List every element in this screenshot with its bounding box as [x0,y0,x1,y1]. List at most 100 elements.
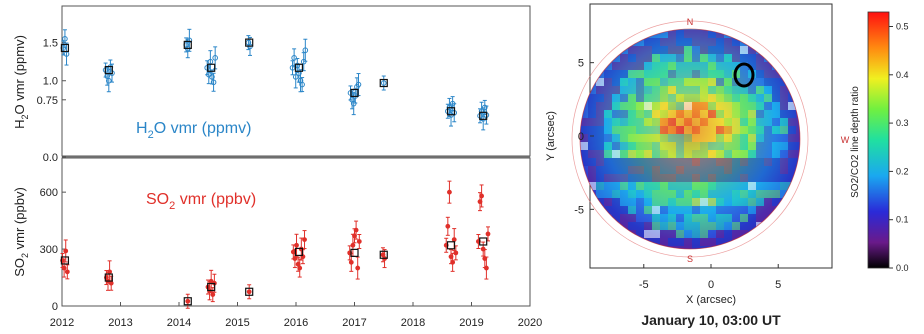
map-pixel [692,110,700,118]
map-pixel [612,94,620,102]
map-pixel [668,238,676,246]
map-pixel [628,222,636,230]
map-pixel [700,30,708,38]
map-pixel [764,150,772,158]
map-pixel [692,142,700,150]
map-pixel [748,110,756,118]
map-pixel [764,78,772,86]
map-pixel [596,102,604,110]
map-pixel [740,46,748,54]
map-y-tick-label: 0 [578,131,584,143]
map-pixel [588,174,596,182]
map-pixel [724,214,732,222]
map-pixel [716,198,724,206]
data-point [353,227,359,233]
data-point [482,104,488,111]
map-pixel [652,134,660,142]
map-pixel [748,190,756,198]
map-pixel [764,206,772,214]
map-pixel [708,230,716,238]
data-point [107,269,112,275]
map-pixel [676,214,684,222]
map-pixel [756,62,764,70]
map-pixel [740,142,748,150]
map-pixel [676,190,684,198]
map-pixel [612,206,620,214]
map-pixel [788,174,796,182]
map-pixel [748,182,756,190]
map-pixel [612,110,620,118]
data-point [350,242,356,248]
data-point [246,289,252,295]
map-pixel [780,198,788,206]
map-pixel [756,78,764,86]
map-pixel [732,54,740,62]
data-point [380,80,387,86]
map-pixel [684,38,692,46]
map-pixel [604,70,612,78]
map-pixel [684,150,692,158]
map-pixel [732,118,740,126]
map-pixel [764,134,772,142]
map-pixel [644,182,652,190]
map-pixel [676,222,684,230]
map-pixel [692,238,700,246]
map-pixel [636,102,644,110]
map-pixel [596,118,604,126]
map-pixel [788,166,796,174]
map-pixel [708,214,716,222]
map-pixel [692,102,700,110]
map-pixel [628,214,636,222]
map-pixel [692,134,700,142]
map-pixel [740,222,748,230]
map-pixel [628,46,636,54]
map-pixel [620,158,628,166]
data-point [453,250,459,256]
map-y-axis-title: Y (arcsec) [545,111,557,161]
map-pixel [708,150,716,158]
map-pixel [716,70,724,78]
map-pixel [708,78,716,86]
map-pixel [620,166,628,174]
map-pixel [652,70,660,78]
map-pixel [772,166,780,174]
map-pixel [740,126,748,134]
map-pixel [788,190,796,198]
map-pixel [636,230,644,238]
map-pixel [724,206,732,214]
map-pixel [748,158,756,166]
map-pixel [652,190,660,198]
map-pixel [756,214,764,222]
map-pixel [684,102,692,110]
map-pixel [724,78,732,86]
map-pixel [660,86,668,94]
map-pixel [756,166,764,174]
map-pixel [692,166,700,174]
map-pixel [700,158,708,166]
mean-marker [183,297,192,306]
map-pixel [604,78,612,86]
map-pixel [708,94,716,102]
map-pixel [796,134,800,142]
map-pixel [596,134,604,142]
map-pixel [660,150,668,158]
map-pixel [708,174,716,182]
map-pixel [692,38,700,46]
map-pixel [796,142,800,150]
map-pixel [644,46,652,54]
map-pixel [708,70,716,78]
map-pixel [708,190,716,198]
map-pixel [612,158,620,166]
map-pixel [652,86,660,94]
top-y-axis-title: H2O vmr (ppmv) [12,35,30,129]
data-point [299,81,305,88]
map-pixel [620,54,628,62]
map-pixel [676,118,684,126]
map-pixel [684,86,692,94]
map-pixel [716,190,724,198]
map-pixel [596,158,604,166]
map-pixel [668,214,676,222]
map-pixel [628,102,636,110]
map-pixel [748,142,756,150]
map-pixel [660,182,668,190]
